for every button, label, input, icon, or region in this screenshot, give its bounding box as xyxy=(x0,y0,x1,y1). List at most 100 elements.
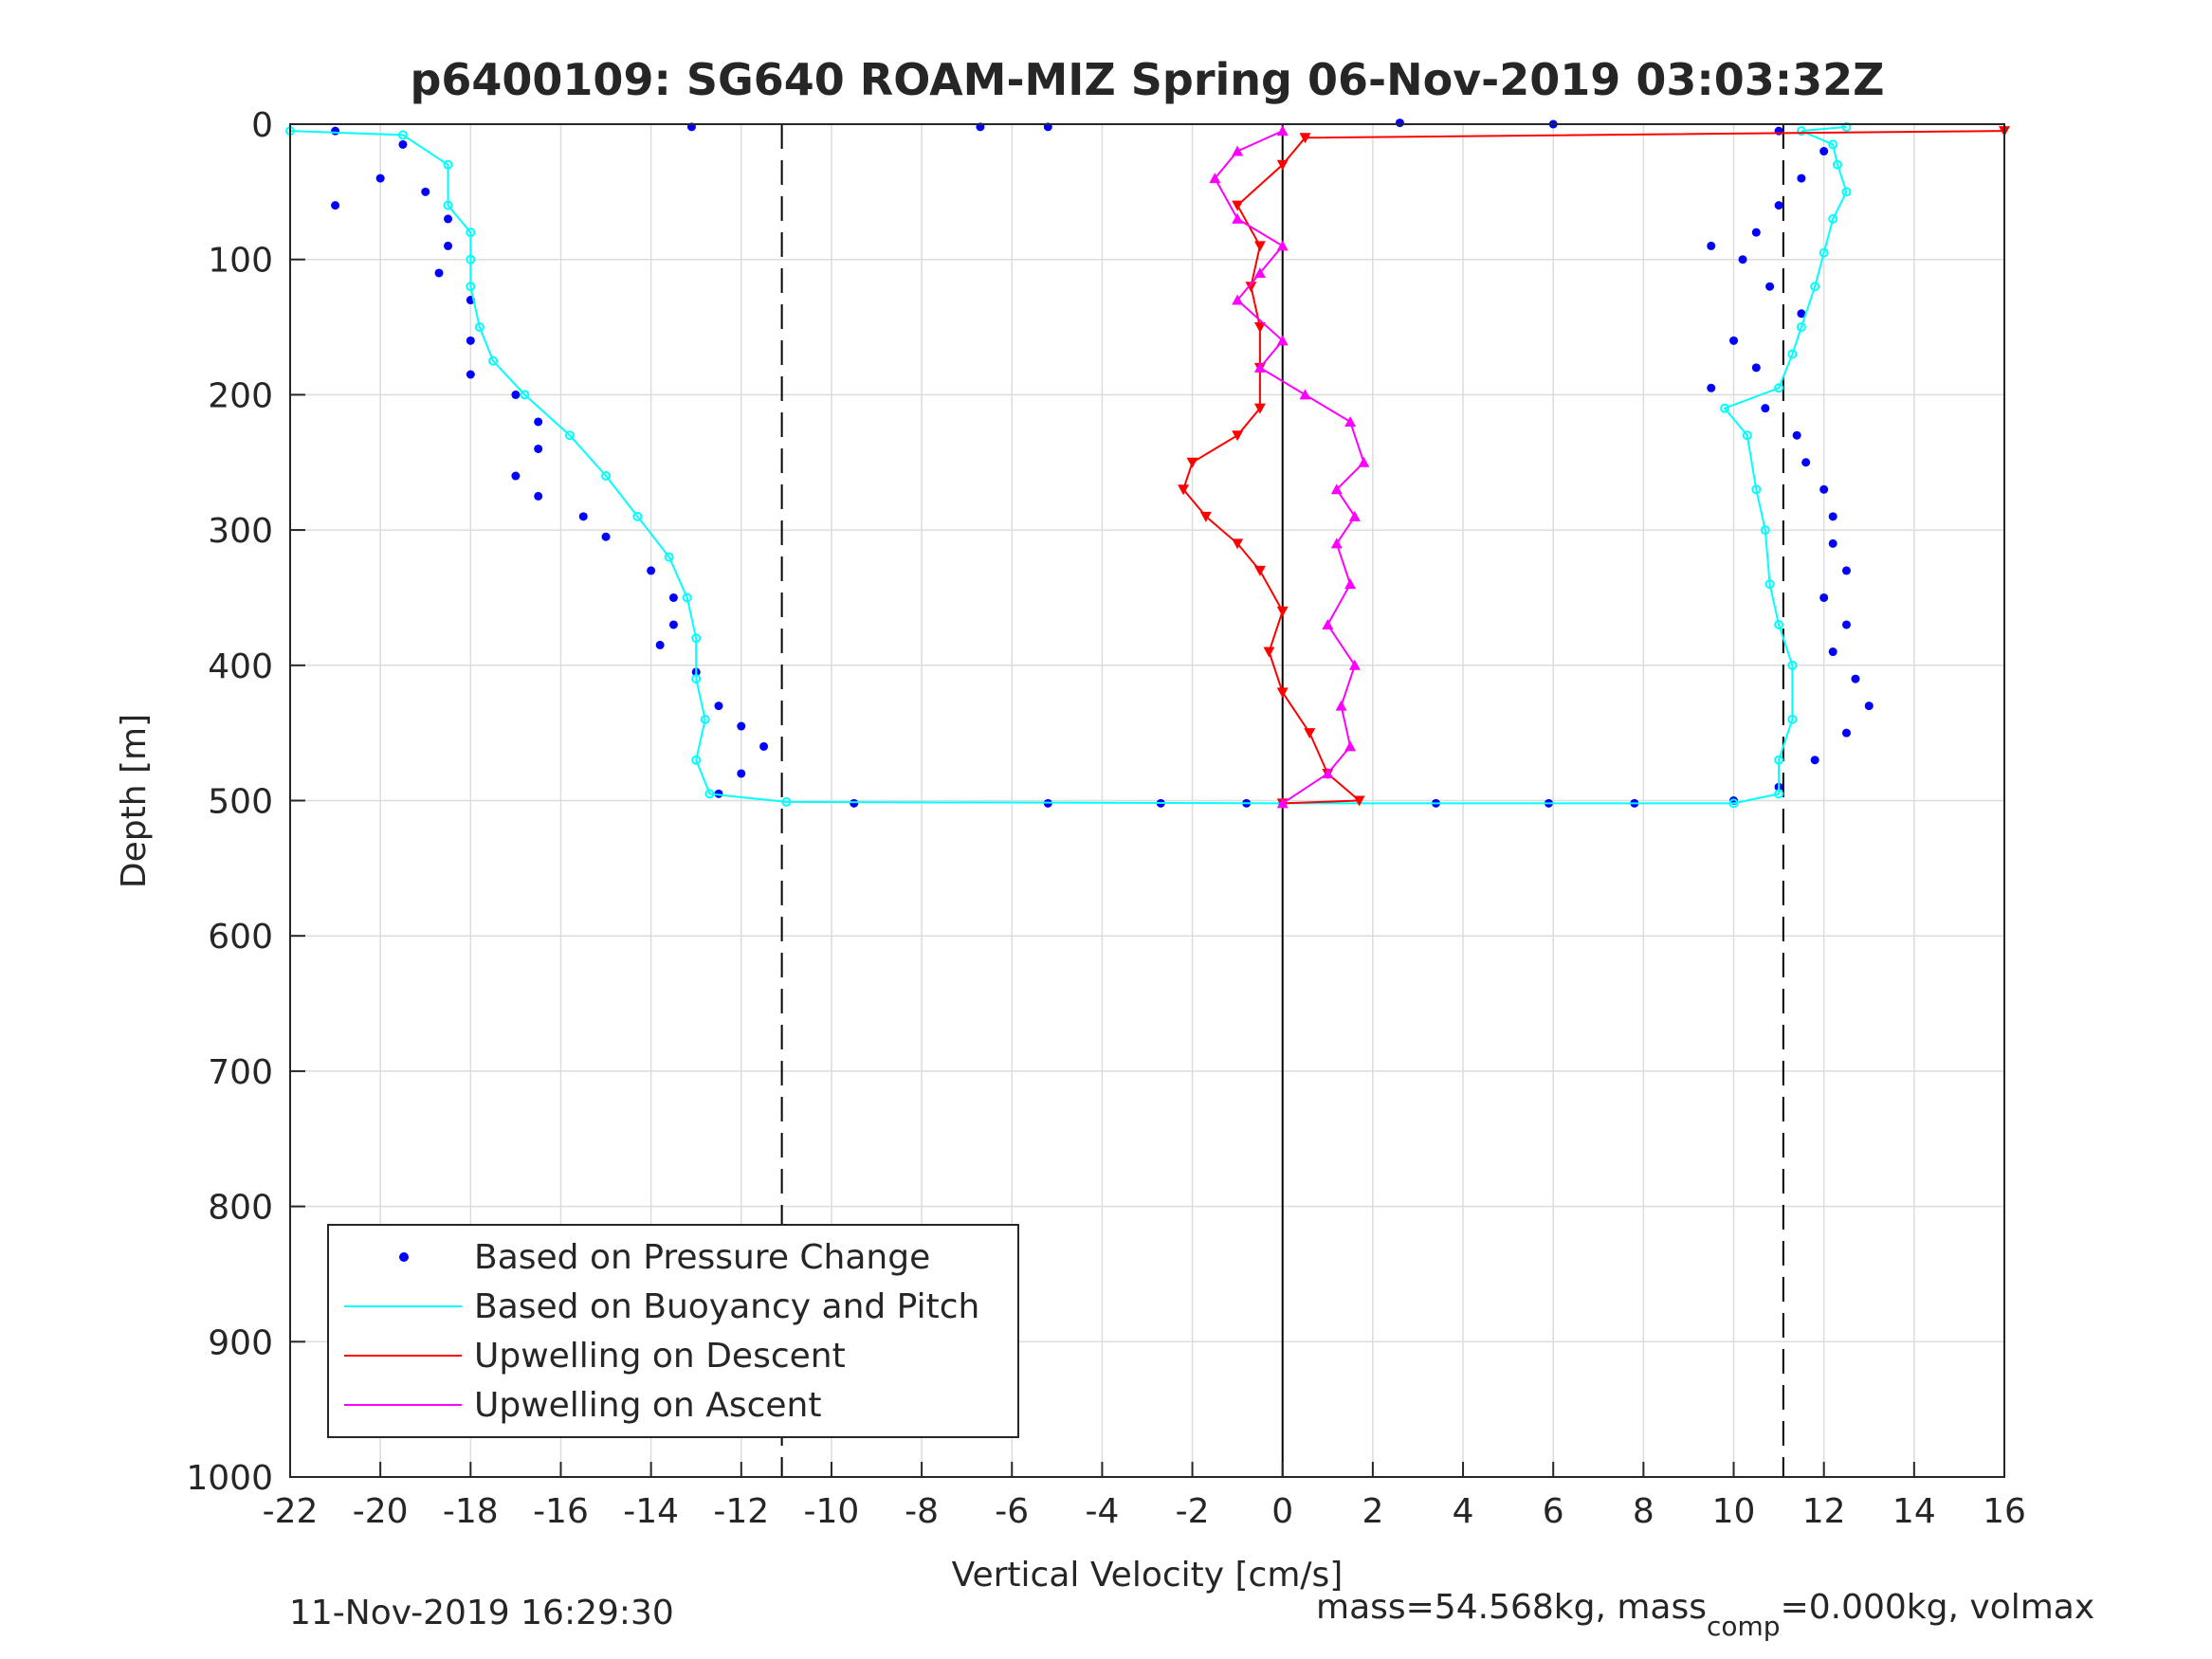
pressure-point xyxy=(1819,484,1829,494)
mass-annotation: mass=54.568kg, masscomp=0.000kg, volmax xyxy=(1316,1588,2094,1642)
legend-label: Based on Buoyancy and Pitch xyxy=(474,1287,979,1326)
series-line xyxy=(289,125,1848,805)
series-marker xyxy=(691,633,702,644)
series-marker xyxy=(1828,139,1838,150)
series-marker xyxy=(1299,133,1311,144)
series-marker xyxy=(700,714,710,724)
pressure-point xyxy=(1828,538,1837,548)
x-tick-label: 14 xyxy=(1892,1492,1936,1531)
series-marker xyxy=(1348,659,1361,670)
pressure-point xyxy=(1841,620,1851,629)
pressure-point xyxy=(444,214,453,224)
y-axis-ticks: 0 100 200 300 400 500 600 700 800 900 1000 xyxy=(186,106,305,1498)
x-tick-label: -20 xyxy=(353,1492,409,1531)
series-marker xyxy=(1774,755,1784,765)
x-axis-label: Vertical Velocity [cm/s] xyxy=(952,1556,1344,1595)
series-marker xyxy=(691,755,702,765)
pressure-point xyxy=(1707,241,1716,250)
legend-box xyxy=(327,1224,1019,1438)
series-marker xyxy=(1742,430,1752,441)
y-tick-label: 500 xyxy=(208,783,273,822)
series-marker xyxy=(1796,322,1806,333)
pressure-point xyxy=(1828,647,1837,657)
pressure-point xyxy=(1797,173,1806,183)
series-marker xyxy=(474,322,484,333)
series-marker xyxy=(1232,538,1244,550)
series-marker xyxy=(1760,525,1770,536)
pressure-point xyxy=(444,241,453,250)
series-marker xyxy=(1751,484,1762,495)
series-marker xyxy=(1276,240,1289,251)
pressure-point xyxy=(1774,201,1783,210)
series-line xyxy=(1214,130,1365,805)
series-marker xyxy=(1322,618,1334,629)
pressure-point xyxy=(1797,309,1806,319)
pressure-point xyxy=(1792,430,1801,440)
pressure-point xyxy=(737,769,746,778)
series-marker xyxy=(1796,126,1806,137)
y-tick-label: 800 xyxy=(208,1189,273,1228)
pressure-point xyxy=(511,390,521,399)
x-axis-ticks: -22 -20 -18 -16 -14 -12 -10 -8 -6 -4 -2 0 2 4 6 8 10 12 14… xyxy=(263,1462,2026,1531)
series-marker xyxy=(1199,511,1212,522)
series-marker xyxy=(1232,145,1244,156)
series-marker xyxy=(1774,383,1784,393)
legend-swatch xyxy=(399,1252,409,1262)
pressure-point xyxy=(1828,512,1837,521)
y-tick-label: 100 xyxy=(208,242,273,281)
series-marker xyxy=(691,674,702,684)
mass-annotation-suffix: =0.000kg, volmax xyxy=(1781,1588,2095,1627)
pressure-point xyxy=(1810,756,1819,765)
pressure-point xyxy=(1819,592,1829,602)
series-4 xyxy=(1209,125,1370,809)
x-tick-label: -22 xyxy=(263,1492,319,1531)
series-marker xyxy=(1322,767,1334,778)
series-marker xyxy=(1245,282,1257,293)
series-marker xyxy=(1276,125,1289,137)
series-marker xyxy=(1841,121,1852,132)
series-marker xyxy=(1335,700,1347,711)
pressure-point xyxy=(421,187,430,196)
pressure-point xyxy=(434,268,444,278)
series-marker xyxy=(1832,159,1842,170)
legend-label: Based on Pressure Change xyxy=(474,1238,930,1277)
series-marker xyxy=(466,254,476,264)
pressure-point xyxy=(398,139,408,149)
pressure-point xyxy=(1738,255,1747,264)
series-marker xyxy=(1344,415,1357,427)
y-tick-label: 1000 xyxy=(186,1459,273,1498)
legend-label: Upwelling on Descent xyxy=(474,1337,846,1376)
series-marker xyxy=(1299,389,1311,400)
series-marker xyxy=(466,228,476,238)
series-marker xyxy=(520,390,530,400)
pressure-point xyxy=(511,471,521,481)
legend: Based on Pressure Change Based on Buoyanc… xyxy=(327,1224,1019,1438)
series-marker xyxy=(704,789,715,799)
series-marker xyxy=(1209,173,1221,184)
x-tick-label: -18 xyxy=(443,1492,499,1531)
legend-items: Based on Pressure Change Based on Buoyanc… xyxy=(344,1238,979,1425)
x-tick-label: -8 xyxy=(905,1492,939,1531)
x-tick-label: -6 xyxy=(995,1492,1029,1531)
legend-label: Upwelling on Ascent xyxy=(474,1386,821,1425)
series-2 xyxy=(285,121,1852,809)
x-tick-label: 0 xyxy=(1271,1492,1293,1531)
pressure-point xyxy=(1395,118,1404,128)
series-marker xyxy=(1358,456,1370,467)
pressure-point xyxy=(534,491,543,501)
pressure-point xyxy=(1729,336,1739,345)
pressure-point xyxy=(668,592,678,602)
x-tick-label: 4 xyxy=(1453,1492,1474,1531)
series-marker xyxy=(1232,294,1244,305)
pressure-point xyxy=(578,512,588,521)
pressure-point xyxy=(601,532,611,541)
x-tick-label: 2 xyxy=(1362,1492,1383,1531)
series-marker xyxy=(1253,266,1266,278)
pressure-point xyxy=(1864,702,1874,711)
x-tick-label: 10 xyxy=(1712,1492,1756,1531)
series-marker xyxy=(1276,159,1289,171)
pressure-point xyxy=(759,741,769,751)
series-marker xyxy=(682,592,692,603)
series-marker xyxy=(1276,606,1289,617)
